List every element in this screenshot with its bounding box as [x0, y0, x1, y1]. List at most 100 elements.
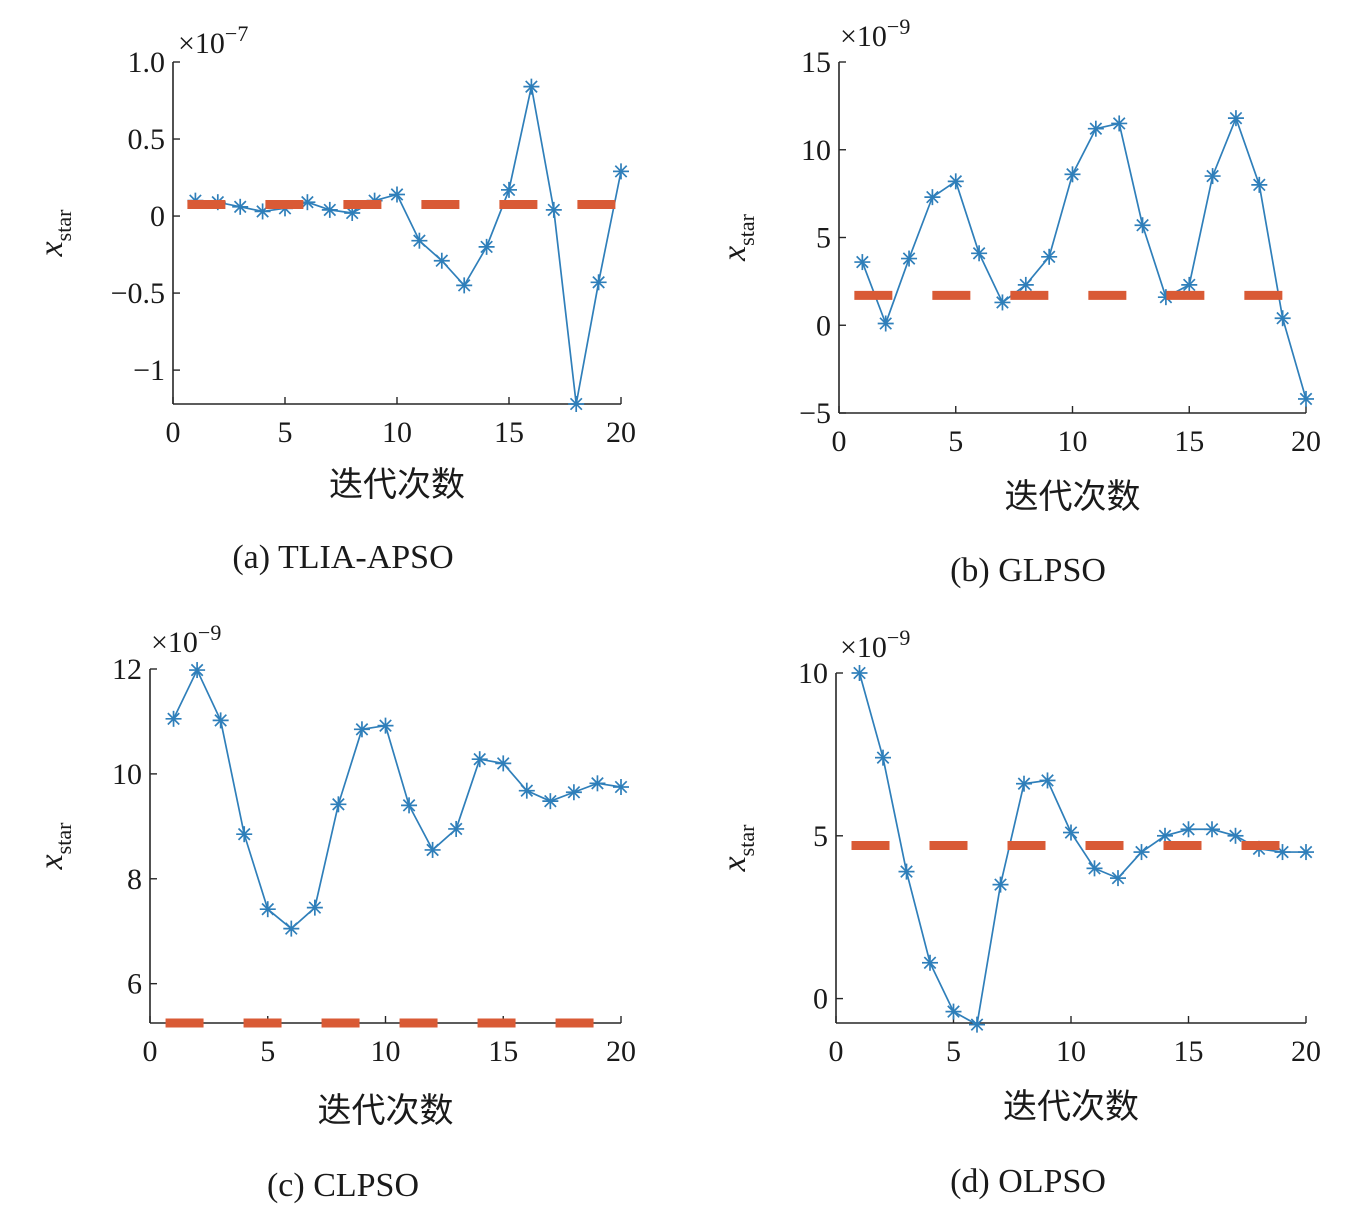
x-tick-label: 5	[948, 425, 963, 458]
marker-stroke	[1299, 392, 1313, 406]
data-point	[523, 78, 540, 95]
marker-stroke	[214, 714, 227, 727]
data-point	[306, 899, 323, 916]
y-tick-label: 10	[112, 758, 142, 791]
data-point	[613, 163, 629, 180]
data-point	[1110, 870, 1126, 887]
marker-stroke	[345, 206, 359, 220]
marker-stroke	[167, 712, 180, 726]
data-point	[254, 203, 271, 220]
data-point	[1180, 821, 1197, 838]
exponent-power: −9	[887, 625, 910, 650]
marker-stroke	[1042, 250, 1056, 264]
data-point	[1204, 821, 1220, 838]
x-tick-label: 10	[1056, 1035, 1086, 1068]
marker-stroke	[1252, 178, 1266, 192]
panel-caption: (c) CLPSO	[267, 1167, 419, 1204]
data-point	[851, 665, 868, 681]
y-label-sub: star	[51, 822, 76, 854]
x-tick-label: 5	[278, 416, 293, 449]
panel-caption: (b) GLPSO	[950, 552, 1106, 589]
marker-stroke	[1182, 278, 1196, 292]
y-tick-label: 0	[816, 309, 831, 342]
data-point	[1134, 217, 1151, 234]
marker-stroke	[1135, 845, 1148, 859]
marker-stroke	[261, 902, 275, 916]
marker-stroke	[569, 397, 583, 411]
marker-stroke	[949, 175, 963, 188]
y-tick-label: 5	[816, 222, 831, 255]
panel-d: 0 5 10 15 20 0 5 10 ×10−9 xstar 迭代次数 (d) OLPSO	[716, 625, 1321, 1200]
data-point	[613, 779, 629, 795]
y-label-sub: star	[734, 213, 759, 245]
x-tick-label: 15	[494, 416, 524, 449]
y-tick-label: −5	[799, 397, 831, 430]
data-point	[471, 751, 488, 768]
panel-a: 0 5 10 15 20 −1 −0.5 0 0.5 1.0 ×10−7 xstar 迭代次数 (a) T…	[33, 21, 636, 576]
data-point	[1181, 276, 1198, 293]
x-tick-label: 0	[829, 1035, 844, 1068]
data-point	[411, 232, 428, 249]
y-axis-label: xstar	[716, 824, 759, 873]
x-tick-label: 10	[382, 416, 412, 449]
y-label-base: x	[716, 856, 753, 872]
value-series	[187, 78, 629, 412]
marker-stroke	[190, 663, 204, 677]
marker-stroke	[567, 785, 581, 799]
marker-stroke	[520, 784, 534, 797]
data-point	[1298, 390, 1314, 407]
marker-stroke	[496, 757, 510, 770]
data-point	[424, 841, 441, 858]
data-point	[232, 198, 249, 215]
data-point	[377, 717, 394, 734]
exponent-base: ×10	[151, 626, 198, 659]
data-point	[898, 863, 915, 880]
marker-stroke	[1206, 169, 1219, 183]
marker-stroke	[994, 878, 1007, 891]
x-tick-label: 0	[166, 416, 181, 449]
marker-stroke	[413, 234, 426, 248]
data-point	[875, 749, 891, 766]
marker-stroke	[355, 723, 369, 736]
panel-caption: (a) TLIA-APSO	[232, 539, 453, 576]
x-tick-label: 10	[371, 1035, 401, 1068]
marker-stroke	[996, 296, 1009, 309]
data-point	[1039, 772, 1056, 789]
exponent-base: ×10	[178, 27, 225, 60]
value-series	[851, 665, 1314, 1033]
data-point	[495, 755, 512, 772]
y-tick-label: 12	[112, 653, 142, 686]
panel-caption: (d) OLPSO	[950, 1163, 1106, 1200]
exponent-power: −7	[225, 21, 248, 46]
x-tick-label: 0	[832, 425, 847, 458]
marker-stroke	[1019, 278, 1033, 292]
marker-stroke	[591, 777, 604, 790]
exponent-power: −9	[887, 14, 910, 39]
data-point	[542, 793, 559, 810]
x-tick-label: 10	[1058, 425, 1088, 458]
data-point	[1063, 824, 1079, 841]
marker-stroke	[614, 165, 628, 178]
data-point	[1087, 120, 1104, 137]
data-point	[448, 820, 465, 837]
data-point	[1227, 110, 1244, 127]
marker-stroke	[502, 183, 516, 197]
y-label-sub: star	[734, 824, 759, 856]
marker-stroke	[1136, 218, 1149, 232]
marker-stroke	[457, 279, 471, 292]
value-series	[854, 110, 1314, 407]
data-point	[589, 775, 606, 792]
data-point	[922, 954, 938, 971]
y-exponent-label: ×10−9	[840, 14, 910, 53]
data-point	[945, 1003, 962, 1020]
marker-stroke	[544, 794, 557, 808]
exponent-base: ×10	[840, 631, 887, 664]
marker-stroke	[1041, 774, 1054, 787]
data-point	[501, 181, 517, 198]
marker-stroke	[923, 956, 937, 970]
marker-stroke	[1205, 822, 1219, 836]
data-point	[1111, 115, 1128, 132]
y-tick-label: 6	[127, 968, 142, 1001]
marker-stroke	[426, 843, 439, 857]
data-point	[353, 721, 370, 738]
